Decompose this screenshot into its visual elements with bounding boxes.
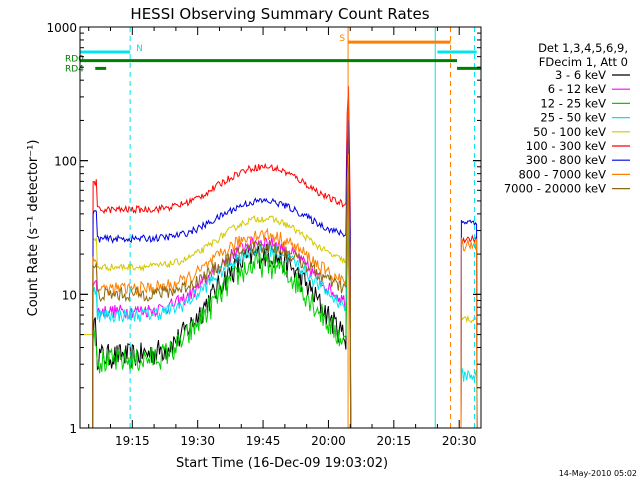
legend-label: 3 - 6 keV [555,68,606,82]
y-tick-label: 10 [62,288,77,302]
series-line-post [460,368,478,428]
flag-label: RD0 [65,55,84,65]
legend-label: 300 - 800 keV [526,153,606,167]
legend-label: 100 - 300 keV [526,139,606,153]
y-tick-label: 1 [69,422,77,436]
legend-label: 50 - 100 keV [533,125,606,139]
series-line-post [460,219,478,428]
legend-header-line-1: Det 1,3,4,5,6,9, [538,41,628,55]
y-axis-label: Count Rate (s⁻¹ detector⁻¹) [26,140,41,317]
x-tick-label: 19:45 [246,434,281,448]
legend-label: 7000 - 20000 keV [504,182,606,196]
x-axis: 19:15 19:30 19:45 20:00 20:15 20:30 [88,27,482,448]
legend-label: 6 - 12 keV [548,82,606,96]
y-tick-label: 100 [54,155,77,169]
series-9 [92,165,352,428]
series-6 [92,86,478,428]
flag-label: N [136,44,143,54]
series-line [92,120,352,428]
y-axis: 1 10 100 1000 [46,21,481,436]
x-tick-label: 20:00 [311,434,346,448]
legend-label: 12 - 25 keV [540,96,606,110]
x-tick-label: 19:15 [115,434,150,448]
series-3 [92,183,352,428]
x-axis-label: Start Time (16-Dec-09 19:03:02) [176,456,388,471]
y-tick-label: 1000 [46,21,77,35]
series-line [92,183,352,428]
series-layer [80,86,478,428]
series-line-post [460,234,478,428]
legend-header-line-2: FDecim 1, Att 0 [539,55,628,69]
x-tick-label: 20:30 [442,434,477,448]
legend-label: 25 - 50 keV [540,111,606,125]
series-line [92,165,352,428]
series-line [92,154,352,428]
chart-title: HESSI Observing Summary Count Rates [130,5,429,23]
footer-date: 14-May-2010 05:02 [559,469,637,478]
plot-frame [79,26,482,429]
legend: Det 1,3,4,5,6,9, FDecim 1, Att 0 3 - 6 k… [504,41,630,196]
legend-label: 800 - 7000 keV [518,167,606,181]
flag-label: S [339,34,345,44]
x-tick-label: 20:15 [377,434,412,448]
series-line [80,137,352,428]
series-8 [92,154,478,428]
flag-label: RD4 [65,64,84,74]
series-5 [80,137,478,428]
markers-layer [129,27,475,428]
x-tick-label: 19:30 [180,434,215,448]
series-line [92,86,352,428]
series-7 [92,120,478,428]
